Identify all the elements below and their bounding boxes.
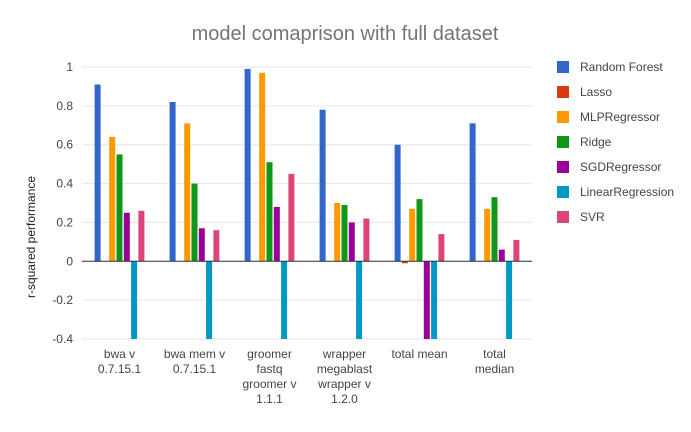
bar-mlpregressor: [334, 203, 341, 262]
bar-linearregression: [281, 261, 288, 339]
bar-random-forest: [244, 68, 251, 262]
y-tick-label: 0.8: [56, 99, 73, 113]
bar-mlpregressor: [484, 208, 491, 262]
bar-random-forest: [319, 109, 326, 262]
legend-swatch: [557, 186, 569, 198]
y-tick-labels: 1 0.8 0.6 0.4 0.2 0 -0.2 -0.4: [52, 60, 73, 346]
legend-label: LinearRegression: [580, 185, 674, 199]
bar-svr: [138, 210, 145, 262]
bar-sgdregressor: [498, 249, 505, 262]
category-label: total mean: [391, 347, 447, 361]
category-label: wrapper megablast wrapper v 1.2.0: [317, 347, 373, 406]
bar-svr: [213, 230, 220, 262]
bar-ridge: [416, 199, 423, 262]
chart-title: model comaprison with full dataset: [192, 23, 499, 45]
bar-linearregression: [506, 261, 513, 339]
y-tick-label: 0.4: [56, 177, 73, 191]
gridlines: [82, 66, 532, 340]
bar-linearregression: [356, 261, 363, 339]
legend-swatch: [557, 136, 569, 148]
bar-svr: [438, 234, 445, 262]
legend-label: SGDRegressor: [580, 160, 661, 174]
bar-svr: [363, 218, 370, 262]
legend-label: MLPRegressor: [580, 110, 660, 124]
y-axis-label: r-squared performance: [24, 176, 38, 298]
category-label: bwa mem v 0.7.15.1: [164, 347, 225, 376]
bar-mlpregressor: [109, 136, 116, 262]
bar-linearregression: [206, 261, 213, 339]
bar-sgdregressor: [123, 212, 130, 262]
bar-ridge: [116, 154, 123, 262]
bar-ridge: [491, 197, 498, 262]
bar-ridge: [341, 204, 348, 262]
bar-lasso: [401, 261, 408, 264]
bar-linearregression: [431, 261, 438, 339]
legend-label: Random Forest: [580, 60, 663, 74]
bar-random-forest: [394, 144, 401, 262]
legend-swatch: [557, 211, 569, 223]
bar-mlpregressor: [184, 123, 191, 262]
bar-svr: [288, 173, 295, 262]
bar-ridge: [191, 183, 198, 262]
bar-random-forest: [469, 123, 476, 262]
legend-swatch: [557, 61, 569, 73]
category-label: total median: [475, 347, 514, 376]
bar-sgdregressor: [198, 228, 205, 262]
bar-sgdregressor: [348, 222, 355, 262]
legend-swatch: [557, 111, 569, 123]
legend-swatch: [557, 86, 569, 98]
bar-svr: [513, 239, 520, 262]
y-tick-label: 0.6: [56, 138, 73, 152]
bars: [94, 68, 520, 339]
bar-sgdregressor: [423, 261, 430, 339]
legend-label: Ridge: [580, 135, 612, 149]
bar-mlpregressor: [259, 72, 266, 262]
bar-sgdregressor: [273, 206, 280, 262]
category-label: groomer fastq groomer v 1.1.1: [242, 347, 296, 406]
y-tick-label: 1: [66, 60, 73, 74]
bar-random-forest: [169, 101, 176, 262]
legend-label: Lasso: [580, 85, 612, 99]
legend-label: SVR: [580, 210, 605, 224]
bar-mlpregressor: [409, 208, 416, 262]
legend-swatch: [557, 161, 569, 173]
category-labels: bwa v 0.7.15.1 bwa mem v 0.7.15.1 groomer fas…: [98, 347, 514, 406]
y-tick-label: -0.4: [52, 332, 73, 346]
y-tick-label: 0.2: [56, 215, 73, 229]
bar-linearregression: [131, 261, 138, 339]
category-label: bwa v 0.7.15.1: [98, 347, 142, 376]
y-tick-label: -0.2: [52, 293, 73, 307]
legend: Random Forest Lasso MLPRegressor Ridge SGDRe…: [557, 60, 674, 224]
y-tick-label: 0: [66, 254, 73, 268]
bar-random-forest: [94, 84, 101, 262]
bar-ridge: [266, 162, 273, 262]
